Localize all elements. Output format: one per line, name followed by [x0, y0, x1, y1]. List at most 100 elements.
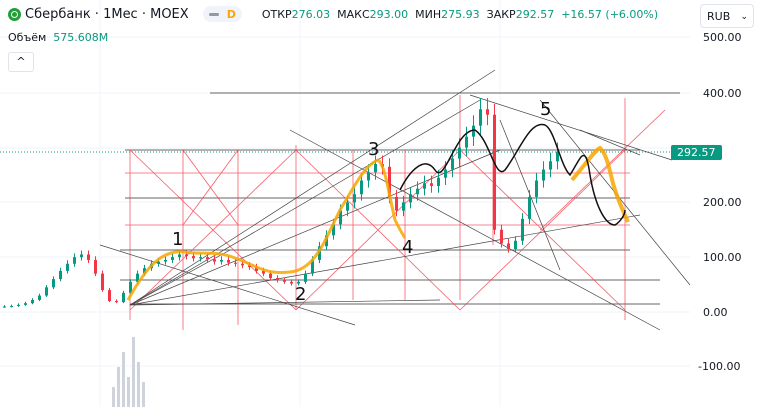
candle-body: [213, 259, 216, 262]
candle-body: [206, 257, 209, 260]
axis-label: -100.00: [698, 360, 741, 373]
candle-body: [185, 254, 188, 257]
candle-body: [458, 147, 461, 159]
candle-body: [339, 210, 342, 225]
candle-body: [66, 263, 69, 271]
candle-body: [255, 267, 258, 271]
candle-body: [500, 229, 503, 244]
candle-body: [283, 280, 286, 282]
candlesticks: [3, 98, 559, 308]
currency-select[interactable]: RUB ⌄: [700, 4, 754, 28]
volume-label: Объём: [8, 31, 47, 44]
candle-body: [304, 273, 307, 282]
close-label: ЗАКР: [486, 7, 516, 21]
candle-body: [409, 194, 412, 203]
wave-label-5: 5: [540, 99, 551, 120]
candle-body: [549, 161, 552, 170]
candle-body: [423, 183, 426, 189]
ohlc-values: ОТКР276.03 МАКС293.00 МИН275.93 ЗАКР292.…: [262, 8, 658, 21]
minus-icon: [208, 12, 219, 16]
candle-body: [472, 125, 475, 137]
wave-label-1: 1: [172, 229, 183, 250]
last-price-label: 292.57: [671, 145, 722, 160]
candle-body: [164, 259, 167, 262]
candle-body: [143, 268, 146, 274]
volume-bar: [127, 377, 130, 407]
candle-body: [262, 270, 265, 274]
symbol-legend: Сбербанк · 1Мес · MOEX D ОТКР276.03 МАКС…: [8, 6, 658, 22]
candle-body: [87, 254, 90, 260]
drawing-red-grid: [125, 95, 666, 330]
candle-body: [157, 261, 160, 264]
axis-label: 500.00: [703, 31, 742, 44]
volume-bar: [122, 352, 125, 407]
axis-label: 200.00: [703, 196, 742, 209]
candle-body: [101, 273, 104, 291]
candle-body: [59, 270, 62, 280]
candle-body: [542, 169, 545, 181]
high-label: МАКС: [337, 7, 370, 21]
candle-body: [31, 299, 34, 304]
candle-body: [276, 278, 279, 281]
candle-body: [220, 259, 223, 262]
candle-body: [493, 114, 496, 230]
candle-body: [248, 265, 251, 268]
collapse-legend-button[interactable]: ^: [8, 52, 34, 72]
candle-body: [311, 259, 314, 274]
open-value: 276.03: [291, 7, 331, 21]
candle-body: [136, 273, 139, 282]
candle-body: [3, 306, 6, 308]
volume-bar: [132, 337, 135, 407]
low-value: 275.93: [441, 7, 480, 21]
drawing-horizontal-lines: [120, 92, 680, 305]
candle-body: [388, 166, 391, 197]
axis-label: 400.00: [703, 87, 742, 100]
candle-body: [374, 164, 377, 173]
drawing-orange-projection: [570, 145, 630, 223]
candle-body: [514, 240, 517, 249]
candle-body: [297, 281, 300, 284]
candle-body: [416, 188, 419, 195]
candle-body: [360, 180, 363, 195]
wave-labels: 1 2 3 4 5: [172, 99, 551, 305]
wave-label-4: 4: [402, 237, 413, 258]
delayed-badge: D: [226, 7, 236, 21]
volume-value: 575.608M: [53, 31, 109, 44]
change-value: +16.57 (+6.00%): [561, 7, 659, 21]
open-label: ОТКР: [261, 7, 292, 21]
close-value: 292.57: [515, 7, 555, 21]
candle-body: [199, 257, 202, 259]
candle-body: [318, 246, 321, 260]
candle-body: [80, 254, 83, 258]
candle-body: [129, 281, 132, 293]
drawing-fan-lines: [99, 69, 691, 331]
candle-body: [535, 180, 538, 197]
candle-body: [108, 290, 111, 302]
volume-bar: [112, 387, 115, 407]
axis-label: 100.00: [703, 251, 742, 264]
chevron-down-icon: ⌄: [740, 12, 748, 22]
candle-body: [10, 305, 13, 307]
candle-body: [17, 304, 20, 306]
candle-body: [332, 224, 335, 236]
sberbank-logo-icon: [8, 7, 21, 21]
candle-body: [227, 259, 230, 263]
candle-body: [269, 273, 272, 279]
volume-bar: [137, 362, 140, 407]
candle-body: [521, 218, 524, 241]
candle-body: [290, 281, 293, 284]
candle-body: [479, 109, 482, 126]
candle-body: [38, 295, 41, 300]
candle-body: [507, 243, 510, 249]
wave-label-3: 3: [368, 139, 379, 160]
data-status-pill[interactable]: D: [202, 6, 242, 22]
candle-body: [24, 303, 27, 305]
candle-body: [402, 202, 405, 211]
volume-legend: Объём 575.608M: [8, 31, 108, 44]
candle-body: [45, 287, 48, 296]
low-label: МИН: [415, 7, 442, 21]
candle-body: [444, 169, 447, 178]
symbol-title[interactable]: Сбербанк · 1Мес · MOEX: [25, 6, 189, 22]
candle-body: [73, 257, 76, 264]
